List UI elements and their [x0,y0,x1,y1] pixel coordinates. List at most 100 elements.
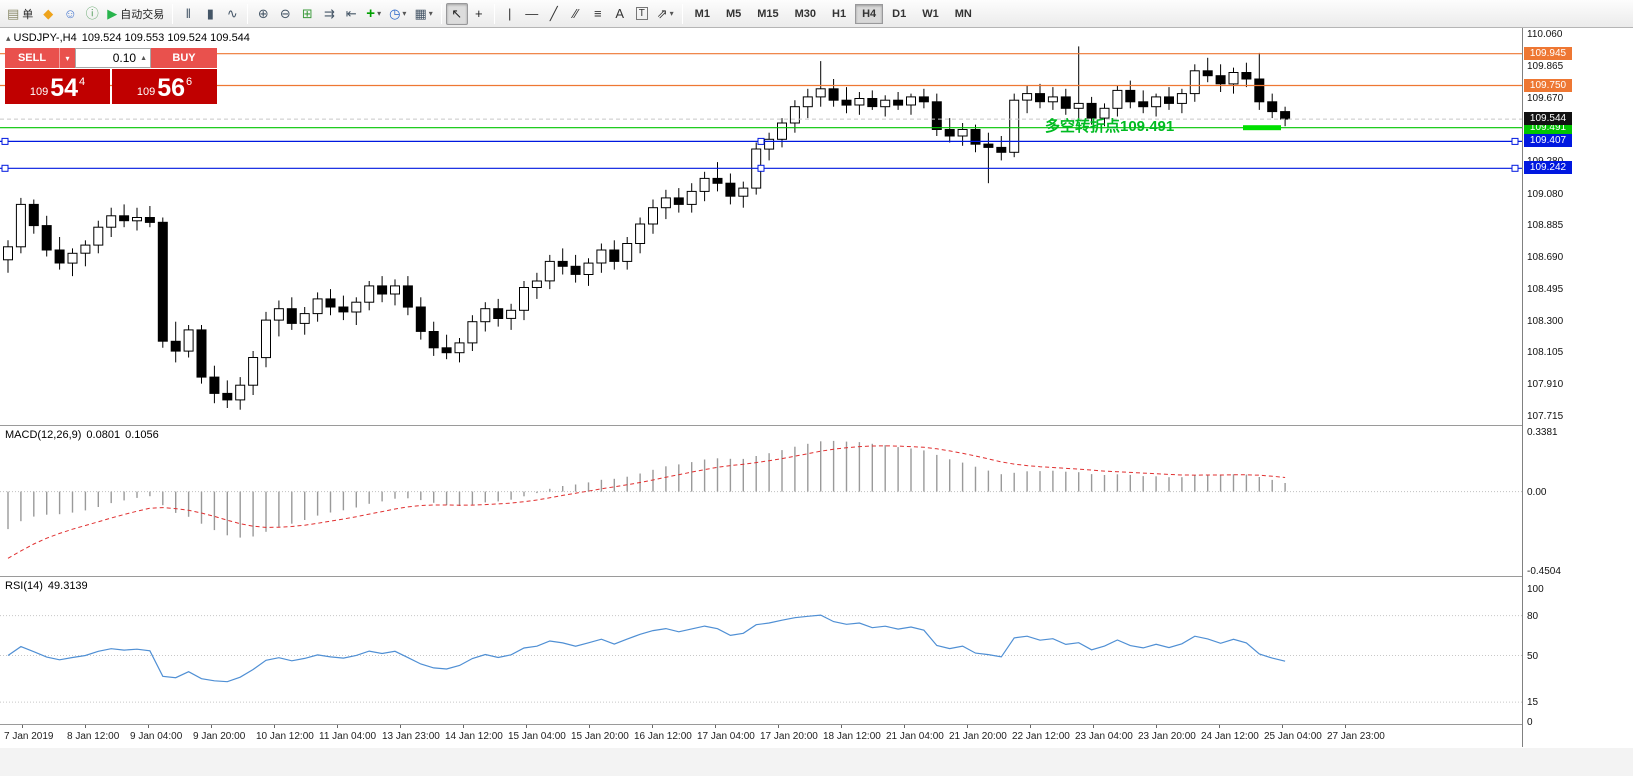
rsi-axis-label: 0 [1527,717,1533,728]
templates-button[interactable]: ▦ ▾ [410,3,436,25]
bar-chart-button[interactable]: ǁ [177,3,199,25]
sell-price-display[interactable]: 109 54 4 [5,69,110,104]
time-axis-label: 10 Jan 12:00 [256,731,314,742]
time-axis-tick [1282,725,1283,728]
channel-button[interactable]: ∕∕ [565,3,587,25]
price-axis-label: 110.060 [1527,29,1563,40]
vertical-line-button[interactable]: | [499,3,521,25]
macd-chart [0,440,1522,559]
time-axis-label: 22 Jan 12:00 [1012,731,1070,742]
market-watch-button[interactable]: ◆ [37,3,59,25]
time-axis-label: 8 Jan 12:00 [67,731,120,742]
rsi-axis-label: 80 [1527,611,1539,622]
text-button[interactable]: A [609,3,631,25]
one-click-trading-panel: SELL ▾ 0.10 ▲ BUY 109 54 4 109 56 6 [5,48,217,104]
rsi-axis-label: 15 [1527,697,1539,708]
sell-button[interactable]: SELL [5,48,59,68]
candlestick-chart-button[interactable]: ▮ [199,3,221,25]
timeframe-w1[interactable]: W1 [922,7,939,20]
chart-workspace: ▴ USDJPY-,H4 109.524 109.553 109.524 109.5… [0,28,1633,776]
trendline-button[interactable]: ╱ [543,3,565,25]
channel-icon: ∕∕ [573,6,578,21]
bar-chart-icon: ǁ [185,6,191,21]
time-axis-tick [778,725,779,728]
tile-windows-button[interactable]: ⊞ [296,3,318,25]
timeframe-m5[interactable]: M5 [725,7,742,20]
price-level-badge: 109.407 [1524,134,1572,147]
line-chart-button[interactable]: ∿ [221,3,243,25]
timeframe-m30[interactable]: M30 [794,7,817,20]
chart-shift-icon: ⇤ [345,6,357,21]
time-axis-label: 23 Jan 04:00 [1075,731,1133,742]
trade-options-dropdown[interactable]: ▾ [59,48,75,68]
panel-divider[interactable] [0,425,1633,426]
lot-spinner-icon[interactable]: ▲ [140,54,147,62]
rsi-axis-label: 50 [1527,651,1539,662]
axis-divider [1522,28,1523,747]
time-axis-label: 23 Jan 20:00 [1138,731,1196,742]
macd-signal-line [7,445,1286,559]
window-bottom-edge [0,748,1633,776]
main-chart-panel[interactable]: ▴ USDJPY-,H4 109.524 109.553 109.524 109.5… [0,28,1522,425]
zoom-out-button[interactable]: ⊖ [274,3,296,25]
line-handle[interactable] [1511,137,1519,145]
chart-shift-button[interactable]: ⇤ [340,3,362,25]
autotrading-button-label: 自动交易 [120,8,165,21]
time-axis-tick [148,725,149,728]
crosshair-button[interactable]: + [468,3,490,25]
new-order-icon: ▤ [7,6,20,21]
time-axis-tick [274,725,275,728]
pivot-annotation[interactable]: 多空转折点109.491 [1045,118,1175,135]
price-level-badge: 109.750 [1524,79,1572,92]
zoom-in-button[interactable]: ⊕ [252,3,274,25]
autotrading-button[interactable]: ▶ 自动交易 [103,3,168,25]
periods-button[interactable]: ◷ ▾ [385,3,410,25]
accounts-button[interactable]: ☺ [59,3,81,25]
timeframe-m15[interactable]: M15 [757,7,779,20]
macd-value-signal: 0.1056 [125,429,159,441]
panel-divider[interactable] [0,576,1633,577]
dropdown-caret-icon: ▾ [377,9,382,18]
time-axis[interactable]: 7 Jan 2019 8 Jan 12:00 9 Jan 04:00 9 Jan 20… [0,725,1522,747]
arrows-button[interactable]: ⇗ ▾ [653,3,678,25]
auto-scroll-button[interactable]: ⇉ [318,3,340,25]
timeframe-d1[interactable]: D1 [892,7,907,20]
symbol-ohlc: 109.524 109.553 109.524 109.544 [81,32,250,44]
timeframe-m1[interactable]: M1 [694,7,710,20]
price-axis[interactable]: 110.060109.865109.670109.475109.280109.0… [1523,28,1633,747]
rsi-panel[interactable]: RSI(14) 49.3139 [0,577,1522,724]
price-axis-label: 107.715 [1527,411,1564,422]
info-button[interactable]: ⓘ [81,3,103,25]
text-label-button[interactable]: T [631,3,653,25]
line-handle[interactable] [1,137,9,145]
buy-price-display[interactable]: 109 56 6 [112,69,217,104]
line-handle[interactable] [757,137,765,145]
periods-icon: ◷ [389,6,401,21]
templates-icon: ▦ [414,6,427,21]
sell-price-main: 109 [29,86,49,98]
macd-panel[interactable]: MACD(12,26,9) 0.0801 0.1056 [0,426,1522,576]
rsi-axis-label: 100 [1527,584,1544,595]
collapse-arrow-icon[interactable]: ▴ [6,33,11,43]
timeframe-h1[interactable]: H1 [832,7,847,20]
line-handle[interactable] [757,164,765,172]
lot-size-input[interactable]: 0.10 ▲ [75,48,151,68]
cursor-button[interactable]: ↖ [445,2,468,25]
price-level-badge: 109.945 [1524,47,1572,60]
main-chart[interactable] [0,28,1522,425]
fibonacci-button[interactable]: ≡ [587,3,609,25]
price-axis-label: 109.080 [1527,189,1564,200]
indicators-button[interactable]: + ▾ [362,3,385,25]
fibonacci-icon: ≡ [593,6,602,21]
timeframe-h4[interactable]: H4 [855,3,884,24]
buy-price-main: 109 [136,86,156,98]
timeframe-mn[interactable]: MN [954,7,972,20]
sell-price-sup: 4 [79,76,86,88]
buy-button[interactable]: BUY [151,48,217,68]
toolbar-separator [681,3,683,24]
horizontal-line-button[interactable]: — [521,3,543,25]
line-handle[interactable] [1511,164,1519,172]
new-order-button[interactable]: ▤ 单 [3,3,37,25]
price-level-badge: 109.242 [1524,161,1572,174]
line-handle[interactable] [1,164,9,172]
